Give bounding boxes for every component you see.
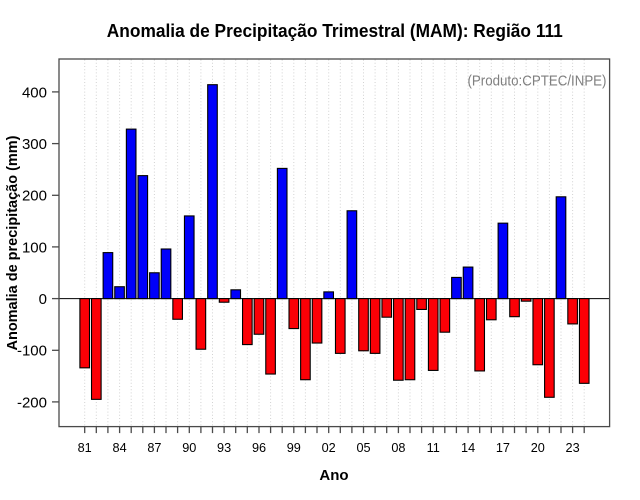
svg-text:23: 23: [566, 441, 580, 455]
svg-text:17: 17: [496, 441, 510, 455]
svg-text:Anomalia de precipitação (mm): Anomalia de precipitação (mm): [4, 136, 21, 351]
svg-text:400: 400: [22, 84, 47, 101]
svg-text:-100: -100: [17, 343, 47, 360]
svg-text:87: 87: [147, 441, 161, 455]
svg-text:96: 96: [252, 441, 266, 455]
svg-text:200: 200: [22, 188, 47, 205]
svg-text:20: 20: [531, 441, 545, 455]
svg-text:99: 99: [287, 441, 301, 455]
svg-text:81: 81: [78, 441, 92, 455]
svg-text:05: 05: [356, 441, 370, 455]
svg-text:Ano: Ano: [319, 467, 348, 484]
svg-text:-200: -200: [17, 394, 47, 411]
svg-text:84: 84: [113, 441, 127, 455]
svg-text:300: 300: [22, 136, 47, 153]
svg-text:08: 08: [391, 441, 405, 455]
svg-text:0: 0: [39, 291, 47, 308]
svg-text:90: 90: [182, 441, 196, 455]
svg-text:100: 100: [22, 239, 47, 256]
svg-text:93: 93: [217, 441, 231, 455]
svg-text:(Produto:CPTEC/INPE): (Produto:CPTEC/INPE): [468, 73, 607, 90]
svg-text:11: 11: [427, 441, 440, 455]
svg-text:14: 14: [461, 441, 475, 455]
svg-text:Anomalia de Precipitação Trime: Anomalia de Precipitação Trimestral (MAM…: [107, 20, 563, 41]
svg-text:02: 02: [322, 441, 336, 455]
